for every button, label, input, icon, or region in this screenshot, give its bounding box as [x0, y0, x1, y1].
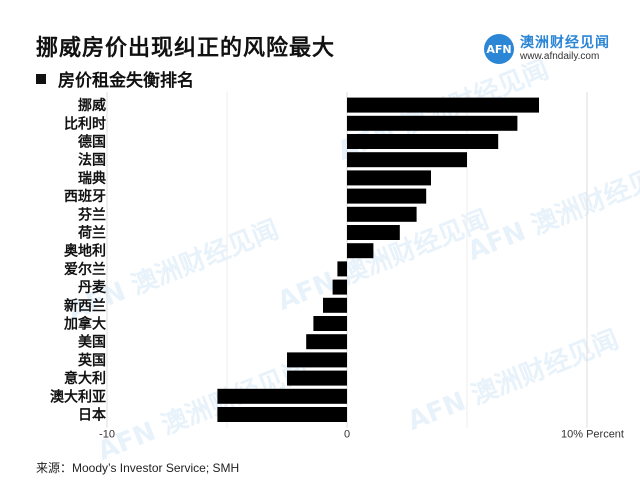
bar-14 — [287, 352, 347, 368]
bar-13 — [306, 334, 347, 350]
bar-10 — [332, 279, 347, 295]
bar-8 — [347, 243, 374, 259]
bar-12 — [313, 316, 347, 331]
category-label-0: 挪威 — [78, 97, 106, 114]
category-label-7: 荷兰 — [77, 225, 106, 242]
subtitle-text: 房价租金失衡排名 — [58, 71, 194, 91]
x-tick-label-0: -10 — [99, 429, 115, 441]
category-label-16: 澳大利亚 — [50, 388, 106, 405]
x-tick-label-1: 0 — [344, 429, 350, 441]
bar-7 — [347, 225, 400, 240]
category-label-9: 爱尔兰 — [64, 261, 106, 278]
category-label-14: 英国 — [77, 352, 106, 369]
category-label-2: 德国 — [78, 134, 106, 151]
bar-15 — [287, 370, 347, 386]
category-label-6: 芬兰 — [77, 206, 106, 223]
chart-title: 挪威房价出现纠正的风险最大 — [36, 36, 336, 61]
bar-17 — [217, 407, 347, 422]
category-label-13: 美国 — [78, 334, 106, 351]
source-note: 来源：Moody’s Investor Service; SMH — [36, 461, 240, 475]
category-label-4: 瑞典 — [78, 170, 106, 187]
bar-3 — [347, 152, 467, 168]
bar-5 — [347, 188, 427, 204]
bullet-square-icon — [36, 73, 46, 84]
category-label-15: 意大利 — [64, 370, 106, 387]
category-label-3: 法国 — [78, 152, 106, 169]
category-label-5: 西班牙 — [64, 188, 106, 205]
afn-logo-icon: AFN — [484, 34, 514, 64]
category-label-17: 日本 — [78, 407, 107, 424]
bar-1 — [347, 115, 518, 131]
category-label-1: 比利时 — [64, 115, 106, 132]
logo-url: www.afndaily.com — [520, 51, 600, 63]
logo-name: 澳洲财经见闻 — [520, 34, 610, 51]
category-label-12: 加拿大 — [63, 316, 106, 333]
logo-text: 澳洲财经见闻 www.afndaily.com — [520, 34, 610, 63]
brand-logo: AFN 澳洲财经见闻 www.afndaily.com — [484, 34, 610, 64]
bar-4 — [347, 170, 431, 186]
category-label-11: 新西兰 — [64, 297, 106, 314]
x-tick-label-2: 10% Percent — [561, 429, 624, 441]
bar-9 — [337, 261, 347, 277]
category-label-8: 奥地利 — [64, 243, 106, 260]
bar-11 — [323, 297, 347, 313]
chart-subtitle: 房价租金失衡排名 — [36, 66, 194, 91]
bar-2 — [347, 134, 499, 149]
bar-6 — [347, 206, 417, 222]
category-label-10: 丹麦 — [78, 279, 107, 296]
bar-16 — [217, 388, 347, 404]
bar-0 — [347, 97, 539, 113]
